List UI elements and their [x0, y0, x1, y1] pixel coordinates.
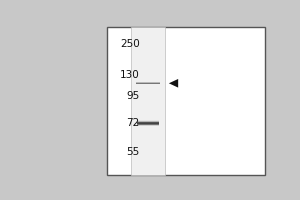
- Text: 250: 250: [120, 39, 140, 49]
- Bar: [137, 124, 159, 125]
- Polygon shape: [169, 79, 178, 88]
- Bar: [137, 123, 159, 124]
- Bar: [137, 125, 159, 126]
- Bar: [136, 82, 160, 83]
- Text: 72: 72: [127, 118, 140, 128]
- Bar: [136, 84, 160, 85]
- Bar: [137, 121, 159, 122]
- Bar: [136, 83, 160, 84]
- Bar: [137, 126, 159, 127]
- Bar: [137, 120, 159, 121]
- Text: 130: 130: [120, 70, 140, 80]
- FancyBboxPatch shape: [107, 27, 266, 175]
- Bar: [137, 122, 159, 123]
- FancyBboxPatch shape: [130, 27, 165, 175]
- Text: 55: 55: [127, 147, 140, 157]
- Text: 95: 95: [127, 91, 140, 101]
